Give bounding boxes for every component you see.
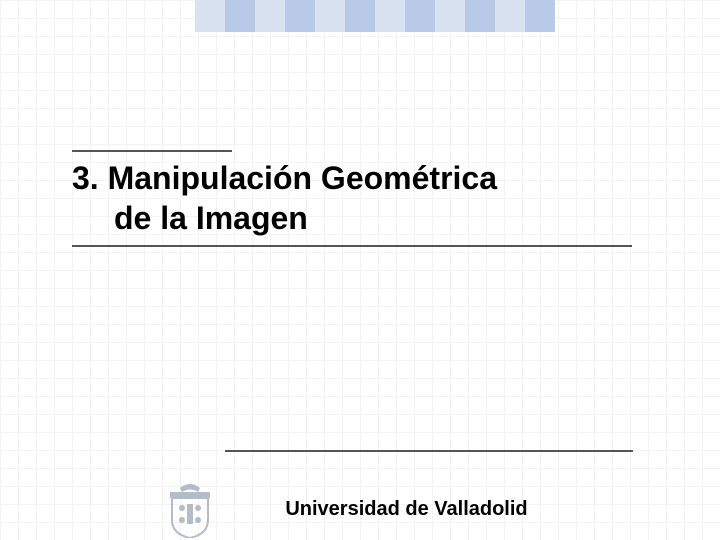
band-stripe	[465, 0, 495, 32]
band-stripe	[285, 0, 315, 32]
band-stripe	[405, 0, 435, 32]
band-stripe	[225, 0, 255, 32]
band-stripe	[345, 0, 375, 32]
title-line-2: de la Imagen	[72, 198, 308, 238]
title-block: 3. Manipulación Geométrica de la Imagen	[72, 158, 632, 238]
band-stripe	[495, 0, 525, 32]
top-rule-short	[72, 150, 232, 152]
title-line-1: 3. Manipulación Geométrica	[72, 160, 497, 196]
footer-university-name: Universidad de Valladolid	[238, 498, 635, 521]
band-stripe	[255, 0, 285, 32]
bottom-rule	[225, 450, 633, 452]
footer: Universidad de Valladolid	[160, 480, 635, 538]
university-shield-icon	[160, 480, 220, 538]
top-color-band	[195, 0, 555, 32]
band-stripe	[195, 0, 225, 32]
band-stripe	[375, 0, 405, 32]
background-grid	[0, 0, 720, 540]
slide-title: 3. Manipulación Geométrica de la Imagen	[72, 158, 632, 238]
band-stripe	[435, 0, 465, 32]
title-underline	[72, 245, 632, 247]
band-stripe	[315, 0, 345, 32]
band-stripe	[525, 0, 555, 32]
